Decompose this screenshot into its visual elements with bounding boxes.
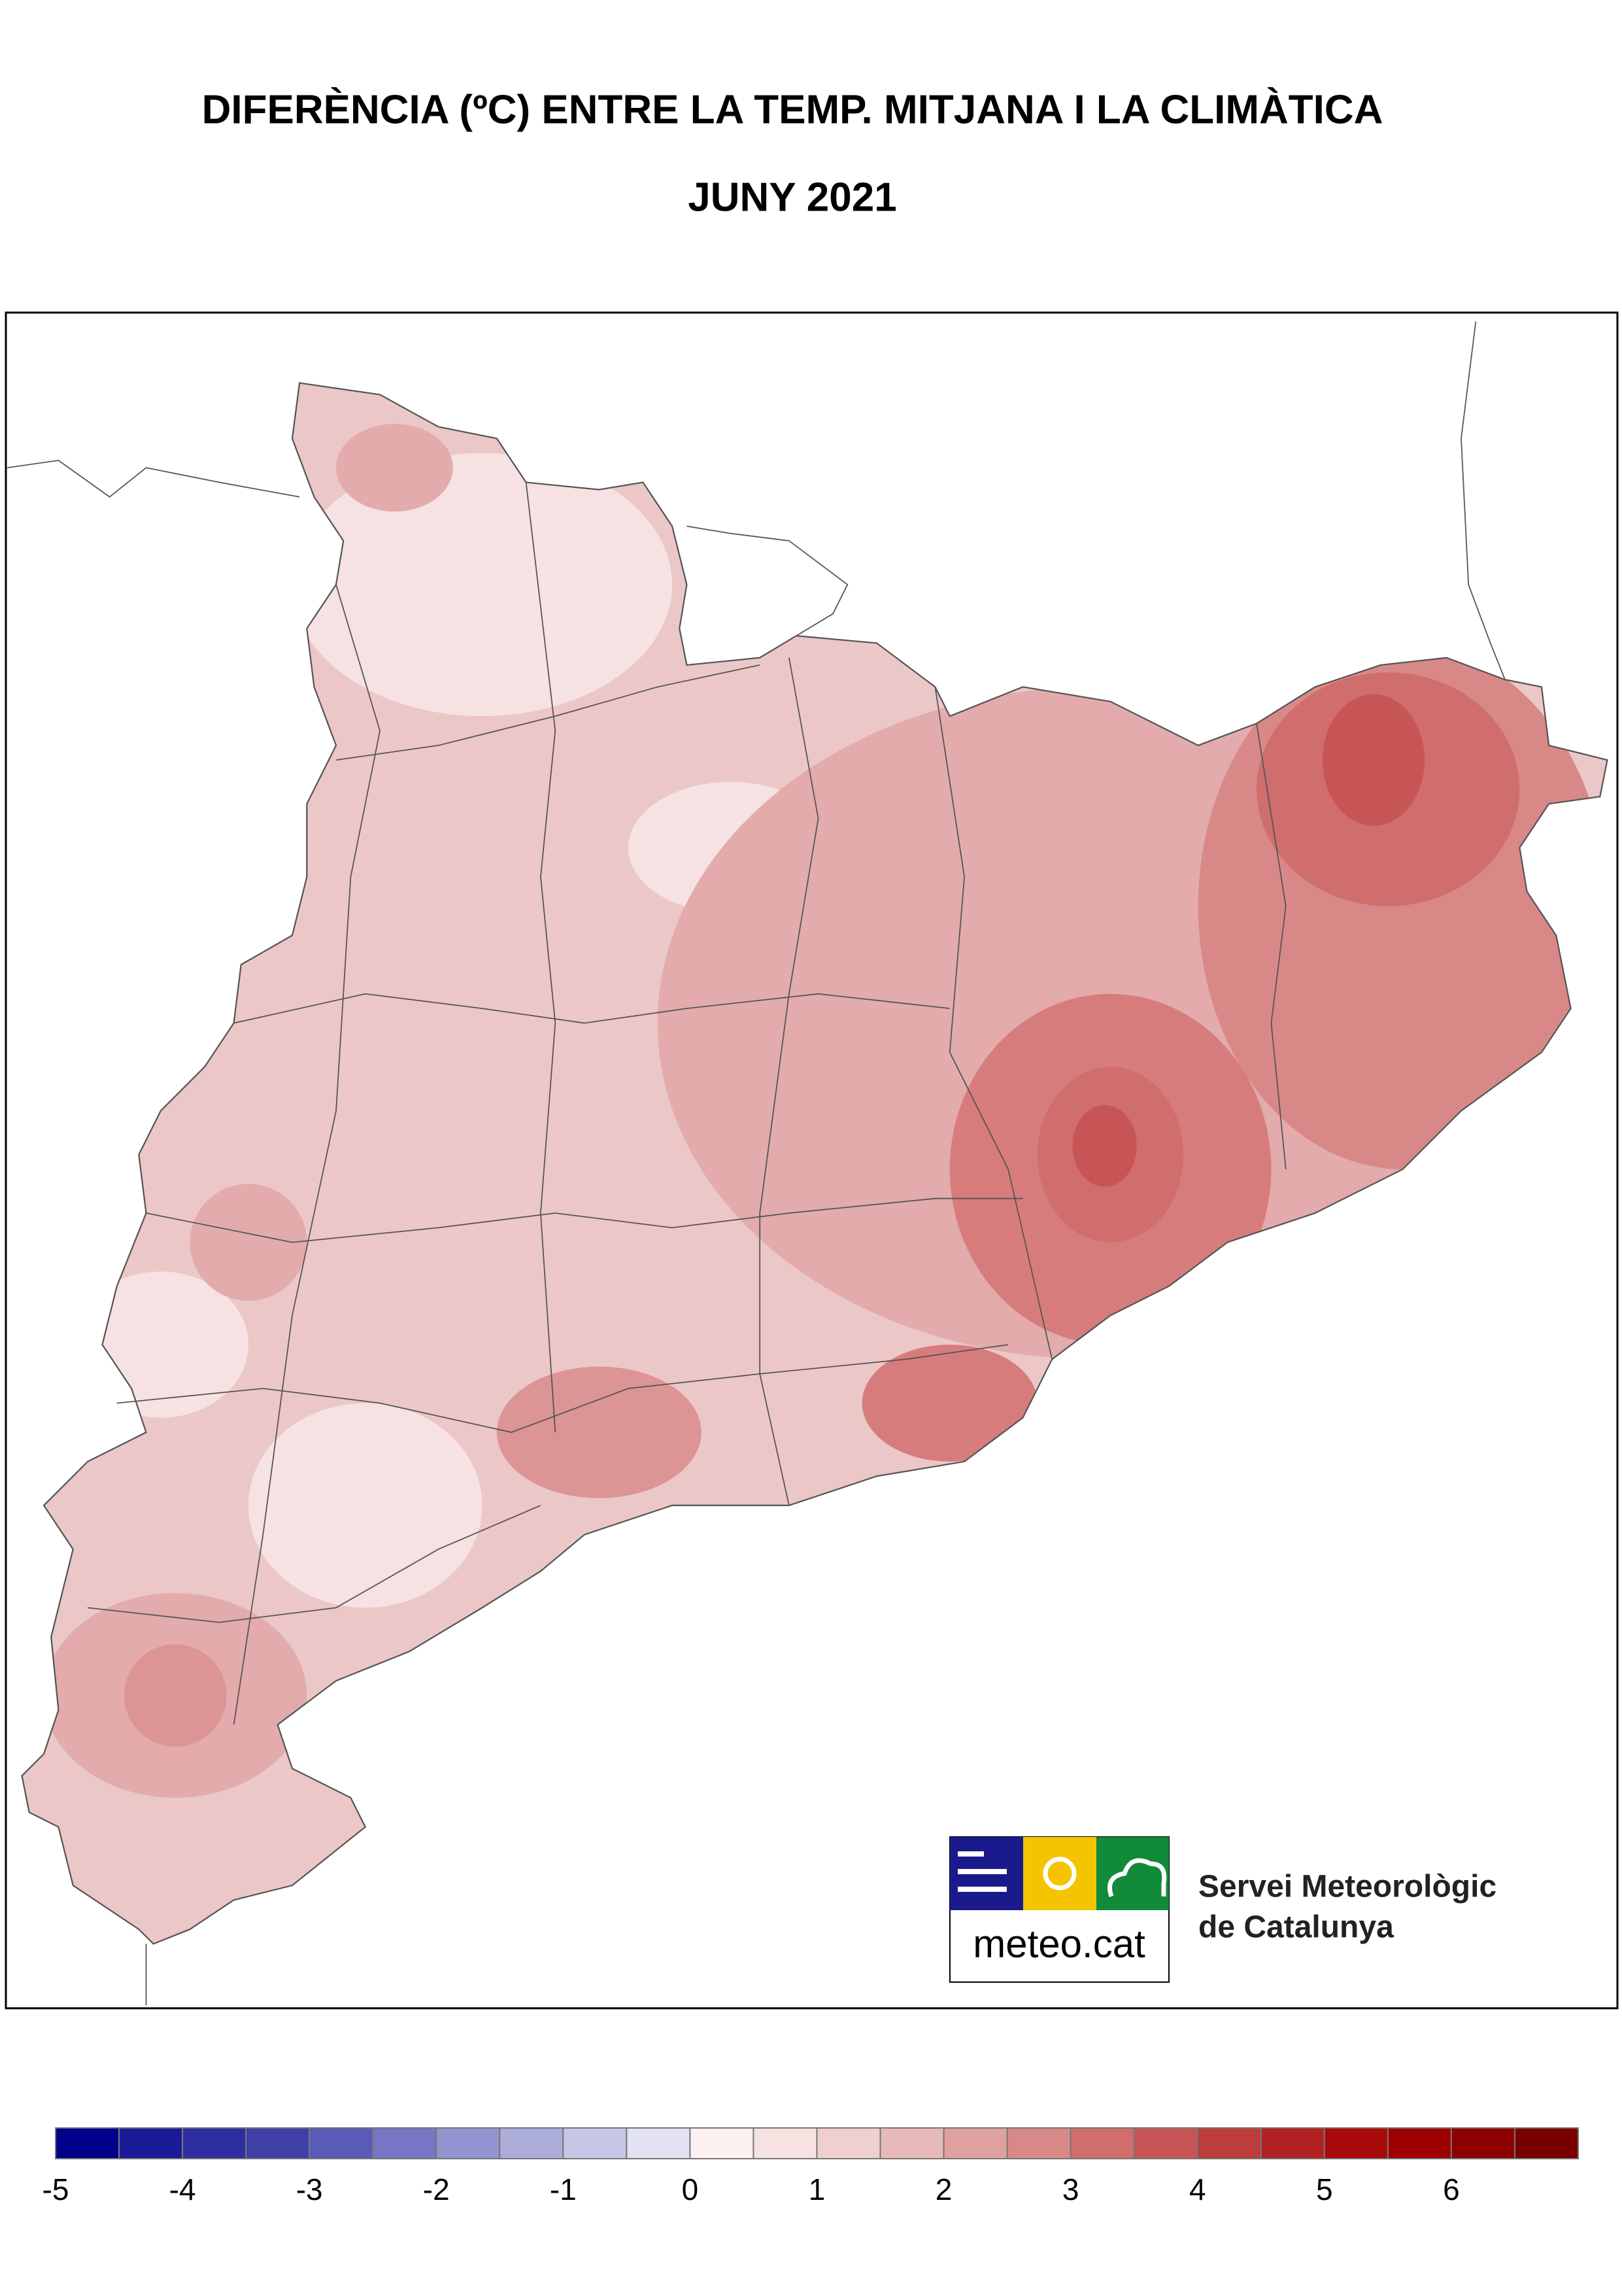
org-name: Servei Meteorològic (1198, 1870, 1496, 1904)
colorbar-swatch (1450, 2127, 1515, 2159)
colorbar-swatch (752, 2127, 818, 2159)
colorbar-swatch (118, 2127, 184, 2159)
logo-sun-icon (1043, 1857, 1077, 1891)
title: DIFERÈNCIA (ºC) ENTRE LA TEMP. MITJANA I… (202, 87, 1383, 132)
colorbar-tick-label: -1 (550, 2172, 577, 2206)
colorbar-tick-label: -4 (169, 2172, 196, 2206)
colorbar-tick-label: 2 (936, 2172, 953, 2206)
colorbar-swatch (1006, 2127, 1072, 2159)
colorbar-swatch (1323, 2127, 1389, 2159)
colorbar-tick-label: -5 (42, 2172, 69, 2206)
logo-cloud-icon (1107, 1858, 1167, 1898)
subtitle: JUNY 2021 (688, 175, 896, 220)
colorbar-swatch (1070, 2127, 1135, 2159)
colorbar-swatch (245, 2127, 311, 2159)
colorbar-swatch (689, 2127, 754, 2159)
logo-site: meteo.cat (973, 1922, 1145, 1966)
colorbar-tick-label: 0 (682, 2172, 699, 2206)
colorbar-swatch (1196, 2127, 1262, 2159)
logo: meteo.cat Servei Meteorològic de Catalun… (949, 1836, 1496, 1983)
logo-sun (1023, 1837, 1096, 1910)
colorbar-swatch (55, 2127, 120, 2159)
org-name: de Catalunya (1198, 1910, 1394, 1945)
colorbar-swatch (1513, 2127, 1579, 2159)
colorbar-swatch (372, 2127, 437, 2159)
colorbar-swatch (1133, 2127, 1198, 2159)
colorbar-tick-label: -2 (423, 2172, 450, 2206)
colorbar-swatch (879, 2127, 945, 2159)
colorbar-tick-label: 6 (1443, 2172, 1460, 2206)
colorbar-swatch (1260, 2127, 1325, 2159)
colorbar-swatch (626, 2127, 691, 2159)
colorbar-tick-label: -3 (296, 2172, 323, 2206)
colorbar-swatch (499, 2127, 564, 2159)
colorbar-swatch (309, 2127, 374, 2159)
colorbar-tick-label: 4 (1189, 2172, 1206, 2206)
colorbar-swatch (943, 2127, 1008, 2159)
colorbar: -5 -4 -3 -2 -1 0 1 2 3 4 5 6 (42, 2127, 1579, 2206)
colorbar-swatch (562, 2127, 628, 2159)
logo-waves-lines (958, 1851, 1007, 1892)
colorbar-tick-label: 3 (1062, 2172, 1079, 2206)
region-borders (7, 321, 1506, 2006)
colorbar-swatch (816, 2127, 881, 2159)
logo-cloud (1096, 1837, 1169, 1910)
colorbar-swatch (435, 2127, 501, 2159)
colorbar-tick-label: 5 (1316, 2172, 1333, 2206)
colorbar-tick-label: 1 (809, 2172, 826, 2206)
colorbar-swatch (1387, 2127, 1452, 2159)
colorbar-swatch (182, 2127, 247, 2159)
